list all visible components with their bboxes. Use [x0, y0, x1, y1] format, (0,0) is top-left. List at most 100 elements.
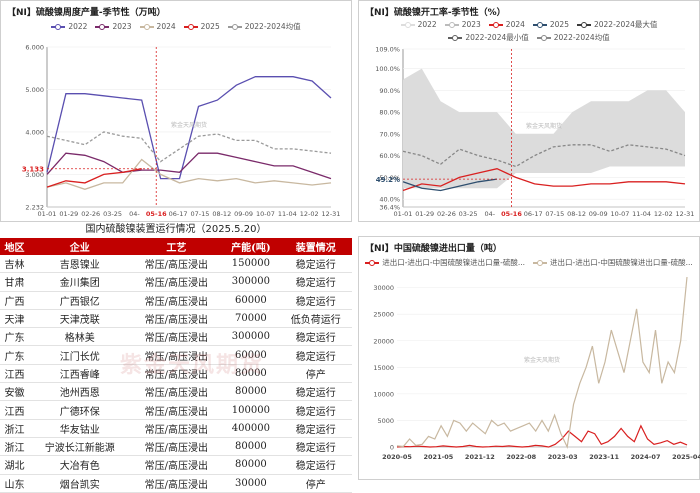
table-cell: 宁波长江新能源	[44, 443, 115, 455]
table-row: 山东 烟台凯实 常压/高压浸出 30000 停产	[0, 474, 352, 493]
legend-swatch-icon	[444, 21, 459, 28]
x-tick-label: 05-16	[501, 210, 522, 218]
x-tick-label: 09-09	[589, 210, 608, 218]
legend-item: 2025	[183, 21, 220, 32]
table-row: 吉林 吉恩镍业 常压/高压浸出 150000 稳定运行	[0, 255, 352, 273]
table-row: 天津 天津茂联 常压/高压浸出 70000 低负荷运行	[0, 309, 352, 328]
legend-label: 2024	[156, 22, 176, 31]
table-cell: 江门长优	[59, 351, 100, 363]
chart-title: 【NI】硫酸镍开工率-季节性（%）	[365, 8, 506, 18]
watermark: 紫金天风期货	[526, 122, 562, 130]
table-cell: 150000	[231, 258, 270, 270]
legend-item: 2024	[139, 21, 176, 32]
y-tick-label: 80.0%	[379, 109, 400, 117]
table-cell: 江西睿峰	[59, 369, 100, 381]
table-cell: 80000	[234, 441, 267, 453]
table-cell: 常压/高压浸出	[144, 278, 209, 290]
table-cell: 广西银亿	[59, 296, 100, 308]
chart-legend: 进出口-进出口-中国硫酸镍进出口量-硫酸... 进出口-进出口-中国硫酸镍进出口量…	[359, 257, 699, 268]
table-cell: 停产	[305, 369, 326, 381]
table-cell: 江西	[4, 406, 25, 418]
x-tick-label: 01-01	[394, 210, 413, 218]
chart-title: 【NI】硫酸镍周度产量-季节性（万吨）	[7, 8, 166, 18]
range-band	[403, 68, 685, 189]
x-tick-label: 08-12	[212, 210, 231, 218]
legend-item: 2023	[444, 19, 481, 30]
series-line	[46, 76, 332, 180]
series-line	[396, 276, 688, 450]
table-cell: 300000	[231, 276, 270, 288]
watermark: 紫金天风期货	[171, 121, 207, 129]
highlight-value-label: 49.2%	[376, 176, 400, 184]
legend-swatch-icon	[448, 34, 463, 41]
table-cell: 低负荷运行	[290, 315, 341, 327]
legend-label: 2022-2024最小值	[465, 33, 529, 42]
series-line	[46, 158, 332, 190]
column-header: 地区	[0, 238, 29, 255]
table-cell: 稳定运行	[295, 278, 336, 290]
table-cell: 70000	[234, 313, 267, 325]
plant-status-table: 地区 企业 工艺 产能(吨) 装置情况 吉林 吉恩镍业 常压/高压浸出 150000 稳定运行甘…	[0, 238, 352, 493]
chart-legend: 2022 2023 2024 2025 2022-2024均值	[1, 21, 351, 32]
table-cell: 甘肃	[4, 278, 25, 290]
x-tick-label: 01-29	[415, 210, 434, 218]
y-tick-label: 50.0%	[379, 174, 400, 182]
x-tick-label: 2022-08	[506, 453, 536, 461]
column-header: 工艺	[130, 238, 223, 255]
table-cell: 湖北	[4, 461, 25, 473]
x-tick-label: 07-15	[190, 210, 209, 218]
table-cell: 稳定运行	[295, 424, 336, 436]
x-tick-label: 08-12	[567, 210, 586, 218]
table-cell: 常压/高压浸出	[144, 296, 209, 308]
table-cell: 常压/高压浸出	[144, 406, 209, 418]
legend-item: 2022-2024均值	[536, 32, 610, 43]
table-cell: 300000	[231, 331, 270, 343]
legend-item: 2023	[95, 21, 132, 32]
x-tick-label: 2020-05	[382, 453, 412, 461]
legend-swatch-icon	[533, 259, 547, 266]
legend-swatch-icon	[488, 21, 503, 28]
table-cell: 100000	[231, 404, 270, 416]
x-tick-label: 03-25	[103, 210, 122, 218]
import-export-chart-panel: 【NI】中国硫酸镍进出口量（吨） 进出口-进出口-中国硫酸镍进出口量-硫酸...…	[358, 236, 700, 480]
x-tick-label: 12-02	[300, 210, 319, 218]
table-body: 吉林 吉恩镍业 常压/高压浸出 150000 稳定运行 甘肃 金川集团 常压/高压浸出 3000…	[0, 255, 352, 493]
x-tick-label: 06-17	[524, 210, 543, 218]
legend-swatch-icon	[576, 21, 591, 28]
table-cell: 池州西恩	[59, 388, 100, 400]
table-row: 浙江 华友钴业 常压/高压浸出 400000 稳定运行	[0, 419, 352, 438]
y-tick-label: 4.000	[25, 128, 44, 136]
y-tick-label: 25000	[373, 311, 394, 319]
watermark: 紫金天风期货	[524, 356, 560, 364]
table-cell: 广德环保	[59, 406, 100, 418]
x-tick-label: 04-	[129, 210, 140, 218]
legend-item: 进出口-进出口-中国硫酸镍进出口量-硫酸...	[533, 257, 693, 268]
x-tick-label: 12-02	[654, 210, 673, 218]
y-tick-label: 40.0%	[379, 196, 400, 204]
y-tick-label: 0	[390, 444, 394, 452]
table-cell: 天津茂联	[59, 315, 100, 327]
table-cell: 常压/高压浸出	[144, 351, 209, 363]
y-tick-label: 6.000	[25, 44, 44, 52]
legend-swatch-icon	[139, 23, 154, 30]
x-tick-label: 12-31	[676, 210, 695, 218]
x-tick-label: 05-16	[146, 210, 167, 218]
legend-swatch-icon	[95, 23, 110, 30]
legend-label: 进出口-进出口-中国硫酸镍进出口量-硫酸...	[550, 258, 693, 267]
table-row: 江西 广德环保 常压/高压浸出 100000 稳定运行	[0, 401, 352, 420]
x-tick-label: 07-15	[545, 210, 564, 218]
table-row: 广东 江门长优 常压/高压浸出 60000 稳定运行	[0, 346, 352, 365]
table-cell: 广西	[4, 296, 25, 308]
x-tick-label: 01-01	[38, 210, 57, 218]
y-tick-label: 90.0%	[379, 87, 400, 95]
y-tick-label: 36.4%	[379, 204, 400, 212]
legend-swatch-icon	[532, 21, 547, 28]
y-tick-label: 5.000	[25, 86, 44, 94]
y-tick-label: 70.0%	[379, 130, 400, 138]
y-tick-label: 2.232	[25, 204, 44, 212]
series-line	[402, 144, 686, 168]
table-cell: 常压/高压浸出	[144, 260, 209, 272]
y-tick-label: 5000	[377, 417, 394, 425]
table-row: 广东 格林美 常压/高压浸出 300000 稳定运行	[0, 328, 352, 346]
table-cell: 稳定运行	[295, 333, 336, 345]
